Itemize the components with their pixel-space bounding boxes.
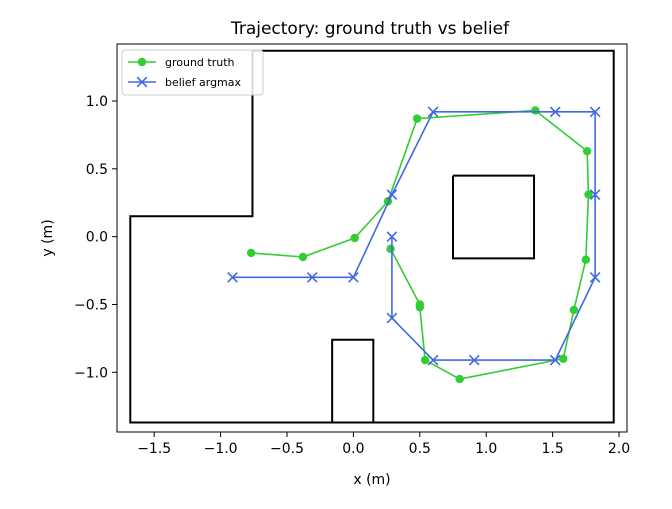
x-tick-label: 1.5 bbox=[541, 441, 563, 457]
legend-label: belief argmax bbox=[165, 76, 242, 89]
data-point bbox=[531, 106, 540, 115]
legend-box bbox=[121, 49, 264, 96]
y-tick-label: 0.5 bbox=[86, 162, 108, 178]
x-tick-label: 1.0 bbox=[475, 441, 497, 457]
legend-item: ground truth bbox=[128, 56, 235, 69]
data-point bbox=[455, 374, 464, 384]
obstacles-layer bbox=[129, 49, 615, 424]
data-point bbox=[581, 255, 591, 264]
y-tick-label: −0.5 bbox=[74, 297, 108, 313]
x-axis-title: x (m) bbox=[353, 472, 390, 488]
data-point bbox=[386, 231, 398, 243]
series-layer bbox=[227, 106, 601, 384]
data-point bbox=[350, 233, 359, 243]
data-point bbox=[386, 312, 398, 324]
data-point bbox=[246, 248, 256, 258]
data-point bbox=[348, 271, 359, 283]
x-tick-label: −1.0 bbox=[204, 441, 238, 457]
data-point bbox=[415, 300, 425, 309]
x-tick-label: −0.5 bbox=[270, 441, 304, 457]
data-point bbox=[589, 189, 601, 200]
square-obstacle bbox=[452, 174, 536, 260]
rect-obstacle bbox=[331, 338, 375, 423]
x-tick-label: 2.0 bbox=[608, 441, 630, 457]
series-line bbox=[232, 111, 596, 361]
y-tick-label: 1.0 bbox=[86, 94, 108, 110]
data-point bbox=[412, 114, 422, 123]
data-point bbox=[549, 106, 561, 118]
data-point bbox=[386, 244, 395, 254]
y-tick-label: −1.0 bbox=[74, 365, 108, 381]
series-belief-argmax bbox=[227, 106, 601, 366]
data-point bbox=[468, 354, 480, 366]
series-line bbox=[251, 109, 590, 380]
data-point bbox=[298, 252, 308, 262]
legend-marker bbox=[136, 76, 148, 88]
legend: ground truth belief argmax bbox=[121, 49, 264, 96]
data-point bbox=[589, 271, 601, 283]
data-point bbox=[427, 106, 439, 118]
x-tick-label: 0.0 bbox=[342, 441, 364, 457]
data-point bbox=[386, 189, 398, 200]
plot-frame bbox=[116, 43, 628, 433]
outer-wall bbox=[129, 49, 615, 424]
data-point bbox=[549, 354, 561, 366]
series-ground-truth bbox=[246, 106, 593, 384]
data-point bbox=[420, 355, 430, 365]
y-axis-title: y (m) bbox=[40, 219, 56, 256]
data-point bbox=[427, 354, 439, 366]
data-point bbox=[582, 146, 592, 156]
data-point bbox=[589, 106, 601, 118]
data-point bbox=[559, 354, 568, 363]
data-point bbox=[569, 305, 579, 315]
y-tick-label: 0.0 bbox=[86, 230, 108, 246]
legend-item: belief argmax bbox=[128, 76, 242, 89]
legend-label: ground truth bbox=[165, 56, 235, 69]
x-axis: −1.5 −1.0 −0.5 0.0 0.5 1.0 1.5 2.0 bbox=[137, 432, 630, 457]
y-axis: −1.0 −0.5 0.0 0.5 1.0 bbox=[74, 94, 117, 381]
data-point bbox=[306, 271, 318, 283]
x-tick-label: −1.5 bbox=[137, 441, 171, 457]
chart-title: Trajectory: ground truth vs belief bbox=[230, 19, 510, 39]
data-point bbox=[584, 190, 593, 199]
legend-marker bbox=[137, 57, 147, 67]
x-tick-label: 0.5 bbox=[409, 441, 431, 457]
data-point bbox=[227, 271, 238, 283]
